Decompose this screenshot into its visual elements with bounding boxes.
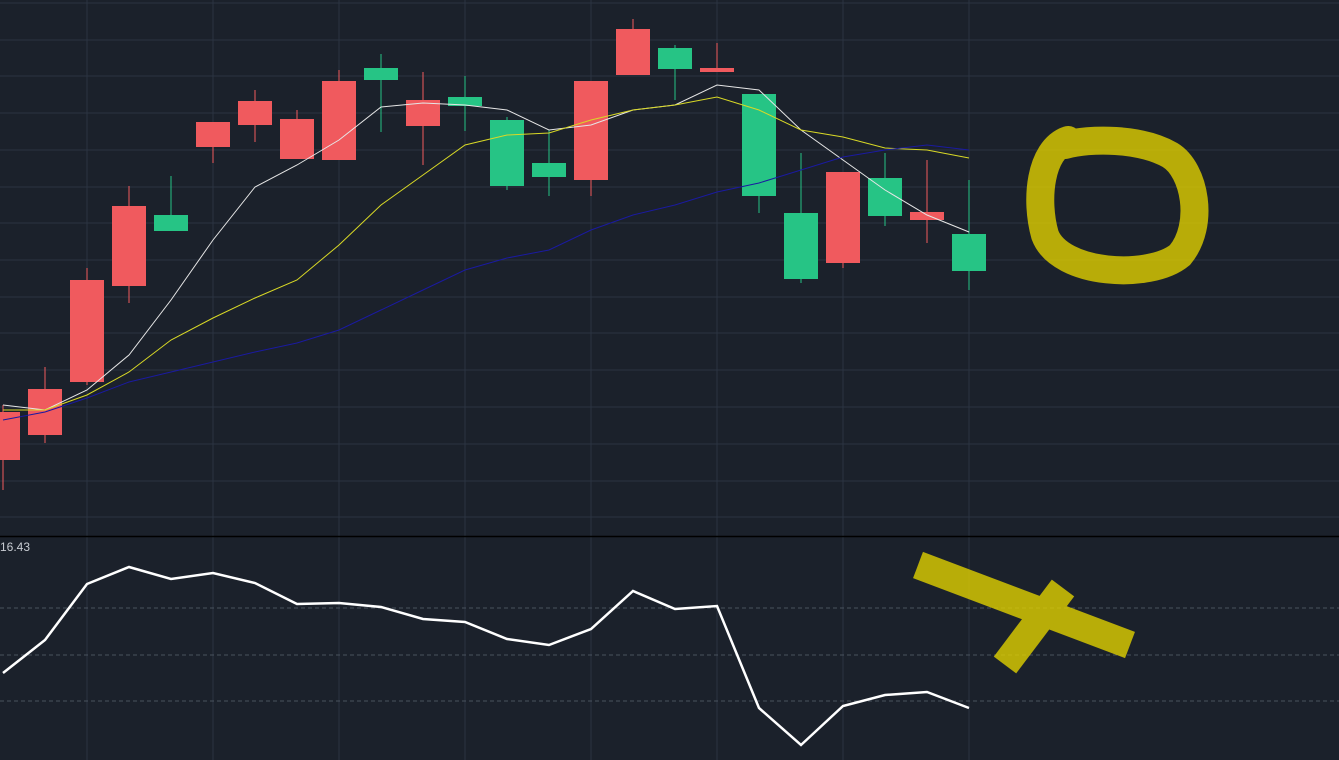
moving-average-line xyxy=(2,144,970,421)
indicator-label: 16.43 xyxy=(0,540,30,554)
candle-body xyxy=(196,122,230,147)
candle-body xyxy=(364,68,398,80)
candle-body xyxy=(112,206,146,286)
candle-body xyxy=(490,120,524,186)
marks xyxy=(0,19,986,747)
candle-body xyxy=(0,412,20,460)
candle-body xyxy=(700,68,734,72)
candle-body xyxy=(658,48,692,69)
candle-body xyxy=(910,212,944,220)
cross-stroke xyxy=(913,551,1135,659)
candle-body xyxy=(952,234,986,271)
candle-body xyxy=(322,81,356,160)
candle-body xyxy=(280,119,314,159)
indicator-line xyxy=(2,565,970,747)
candle-body xyxy=(238,101,272,125)
candle-body xyxy=(70,280,104,382)
moving-average-line xyxy=(2,84,970,411)
annotations xyxy=(913,126,1209,674)
candle-body xyxy=(784,213,818,279)
candle-body xyxy=(448,97,482,106)
circle-mark xyxy=(1026,126,1209,285)
candle-body xyxy=(742,94,776,196)
candle-body xyxy=(826,172,860,263)
cross-stroke xyxy=(993,579,1075,674)
candle-body xyxy=(616,29,650,75)
candle-body xyxy=(154,215,188,231)
candle-body xyxy=(532,163,566,177)
candle-body xyxy=(574,81,608,180)
moving-average-line xyxy=(3,96,970,411)
